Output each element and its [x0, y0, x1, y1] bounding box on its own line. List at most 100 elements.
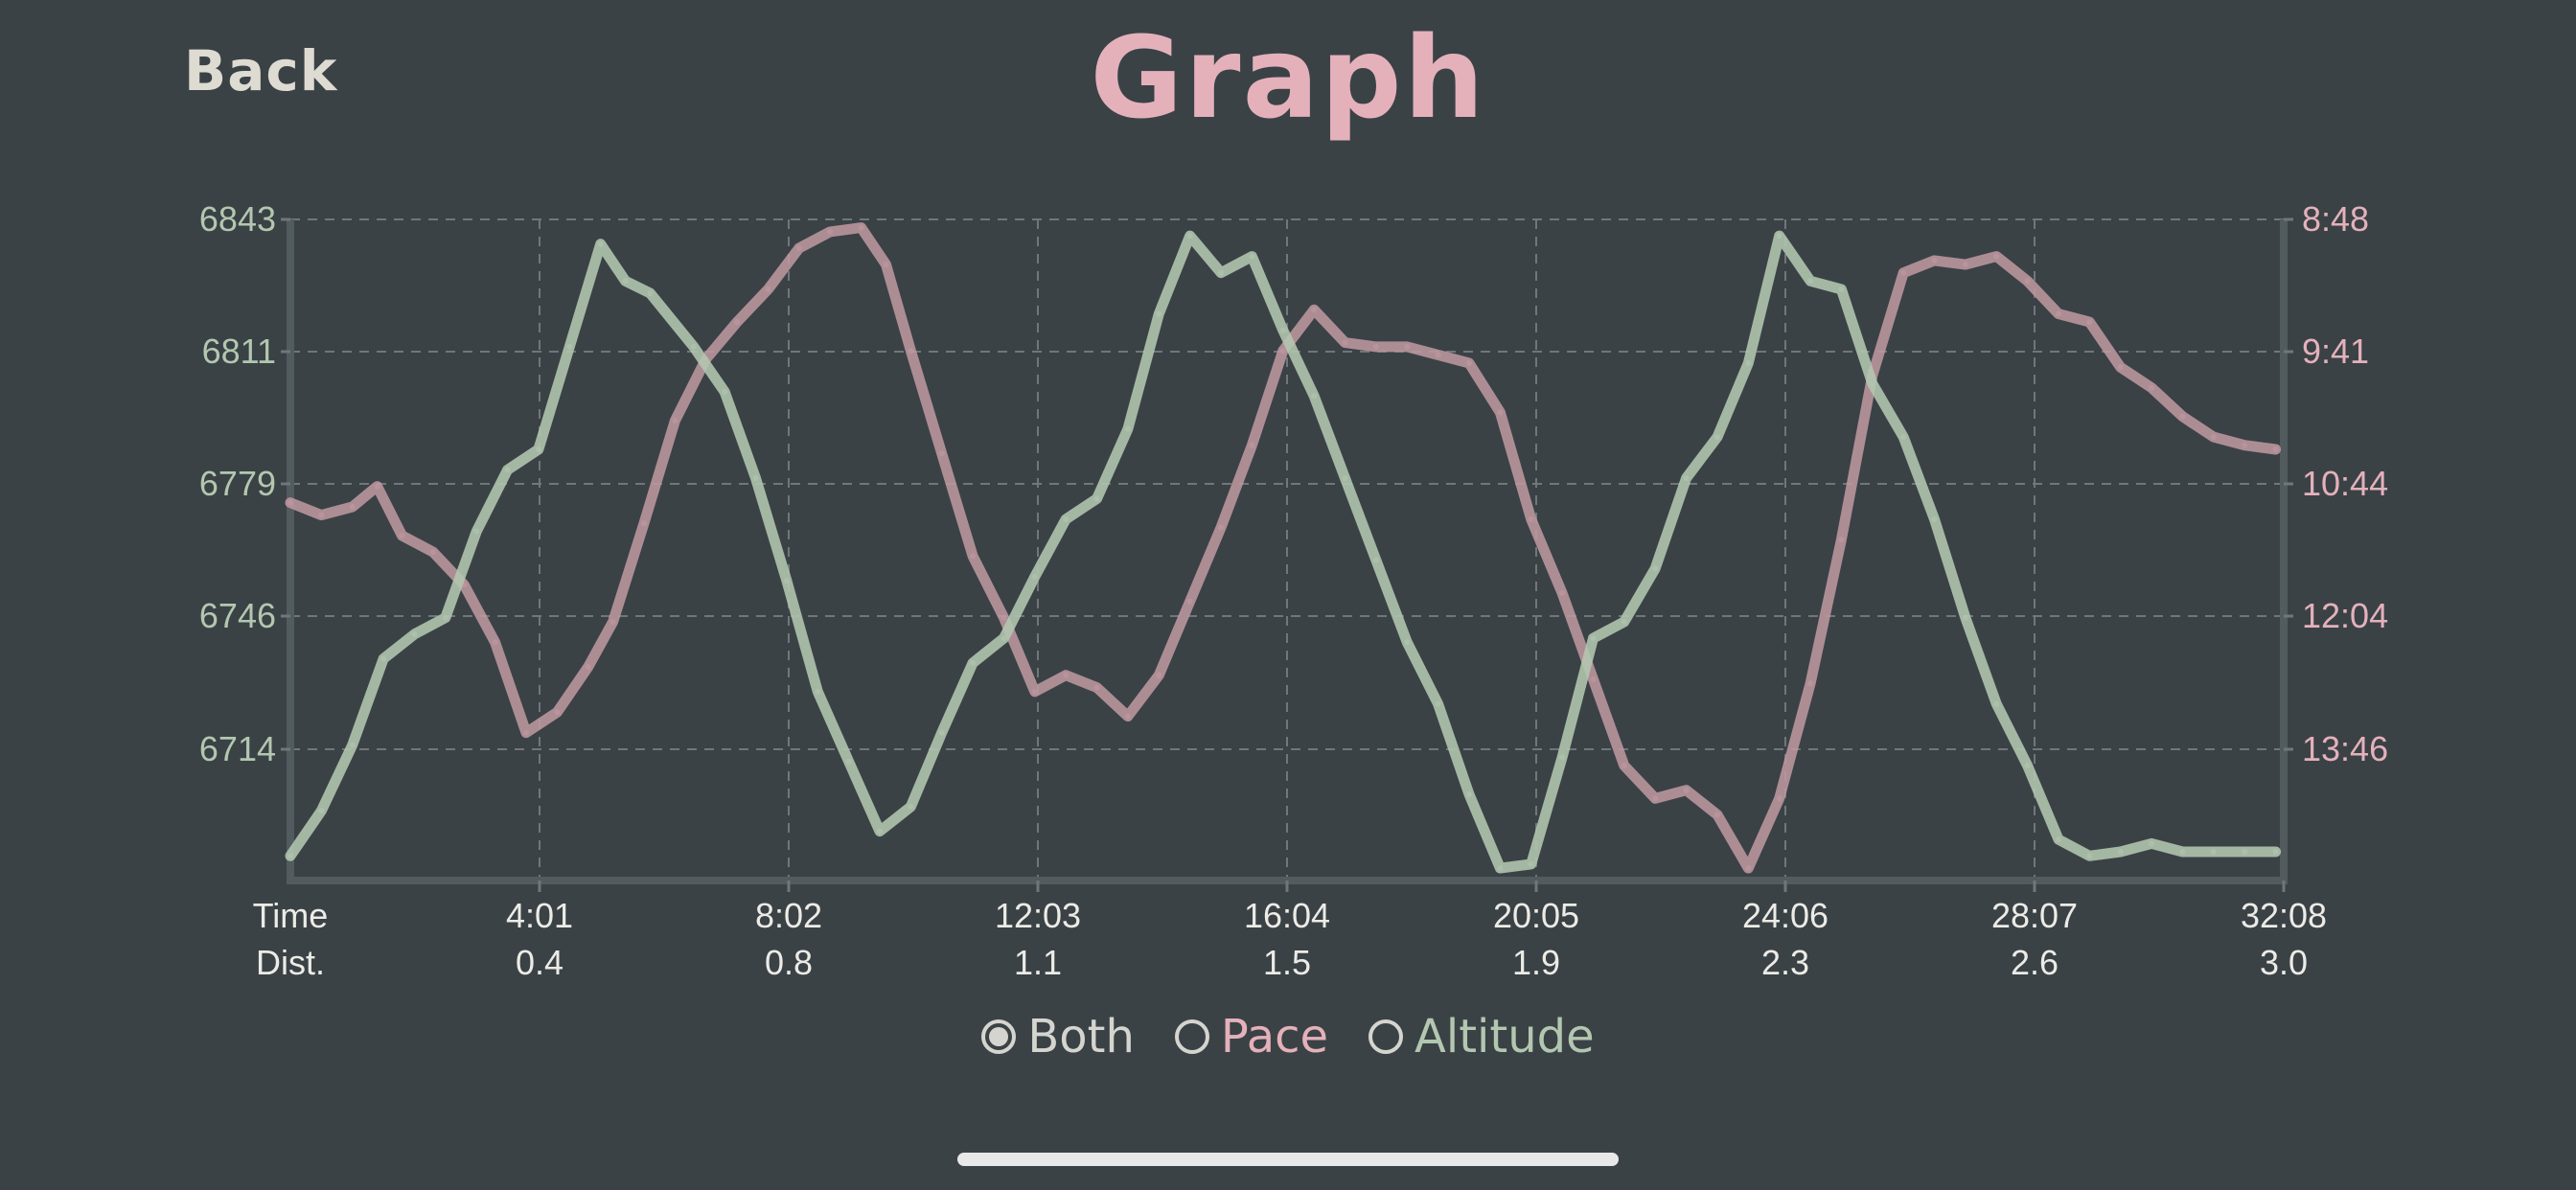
- data-point-altitude: [442, 614, 448, 621]
- x-tick-label-distance: 3.0: [2260, 943, 2308, 982]
- radio-button-altitude[interactable]: [1368, 1019, 1404, 1054]
- data-point-pace: [2179, 413, 2186, 420]
- data-point-altitude: [1372, 557, 1379, 563]
- data-point-pace: [288, 499, 293, 506]
- back-button[interactable]: Back: [184, 38, 338, 103]
- data-point-altitude: [1683, 475, 1690, 481]
- data-point-altitude: [1869, 380, 1875, 387]
- data-point-pace: [1497, 409, 1504, 416]
- data-point-pace: [2210, 434, 2217, 441]
- data-point-pace: [1962, 262, 1968, 268]
- data-point-altitude: [1652, 565, 1659, 572]
- radio-selected-dot: [989, 1027, 1009, 1046]
- y-left-tick-label: 6843: [199, 199, 276, 239]
- data-point-pace: [349, 504, 356, 510]
- y-right-tick-label: 10:44: [2302, 464, 2388, 503]
- data-point-altitude: [877, 828, 883, 835]
- x-tick-label-time: 28:07: [1991, 896, 2078, 935]
- data-point-altitude: [1218, 269, 1225, 276]
- data-point-altitude: [783, 578, 790, 584]
- data-point-pace: [1745, 865, 1752, 872]
- x-tick-label-time: 4:01: [506, 896, 573, 935]
- data-point-pace: [858, 224, 864, 231]
- data-point-altitude: [1528, 860, 1534, 867]
- data-point-altitude: [2086, 853, 2093, 859]
- data-point-pace: [2024, 278, 2031, 285]
- y-left-tick-label: 6779: [199, 464, 276, 503]
- data-point-pace: [1404, 343, 1411, 350]
- data-point-pace: [1156, 672, 1162, 678]
- data-point-altitude: [970, 659, 977, 666]
- data-point-pace: [1186, 598, 1193, 605]
- data-point-altitude: [647, 290, 654, 297]
- data-point-pace: [1807, 680, 1814, 687]
- y-left-tick-label: 6714: [199, 729, 276, 768]
- y-right-tick-label: 12:04: [2302, 596, 2388, 635]
- data-point-pace: [1031, 688, 1038, 695]
- data-point-altitude: [1497, 865, 1504, 872]
- data-point-altitude: [1807, 278, 1814, 285]
- radio-button-pace[interactable]: [1174, 1019, 1209, 1054]
- data-point-altitude: [535, 446, 541, 452]
- data-point-pace: [1372, 343, 1379, 350]
- data-point-pace: [1311, 307, 1318, 313]
- home-indicator[interactable]: [957, 1153, 1619, 1166]
- radio-button-both[interactable]: [981, 1019, 1017, 1054]
- data-point-pace: [883, 262, 889, 268]
- data-point-altitude: [908, 803, 914, 810]
- data-point-altitude: [752, 475, 759, 481]
- data-point-altitude: [622, 278, 629, 285]
- radio-label-both: Both: [1027, 1010, 1135, 1064]
- data-point-altitude: [1776, 233, 1782, 240]
- data-point-pace: [1000, 614, 1007, 621]
- data-point-altitude: [1590, 635, 1597, 642]
- data-point-altitude: [1559, 754, 1566, 761]
- data-point-altitude: [504, 467, 511, 473]
- data-point-altitude: [1279, 327, 1286, 333]
- data-point-pace: [1900, 269, 1907, 276]
- data-point-pace: [1249, 442, 1255, 448]
- radio-option-altitude[interactable]: Altitude: [1368, 1010, 1595, 1064]
- data-point-altitude: [1156, 310, 1162, 317]
- x-tick-label-time: 16:04: [1244, 896, 1330, 935]
- data-point-altitude: [349, 742, 356, 748]
- data-point-pace: [429, 549, 436, 556]
- data-point-altitude: [2024, 763, 2031, 768]
- y-right-tick-label: 9:41: [2302, 332, 2369, 371]
- x-tick-label-time: 12:03: [995, 896, 1081, 935]
- data-point-altitude: [566, 343, 573, 350]
- data-point-altitude: [2179, 849, 2186, 855]
- data-point-pace: [523, 729, 529, 736]
- data-point-pace: [970, 553, 977, 560]
- x-tick-label-distance: 2.6: [2011, 943, 2058, 982]
- data-point-pace: [2056, 310, 2061, 317]
- x-tick-label-distance: 0.4: [516, 943, 564, 982]
- data-point-pace: [765, 286, 771, 292]
- data-point-pace: [1683, 787, 1690, 793]
- radio-option-both[interactable]: Both: [981, 1010, 1135, 1064]
- data-point-altitude: [1063, 515, 1070, 522]
- data-point-altitude: [2149, 840, 2155, 847]
- y-right-tick-label: 13:46: [2302, 729, 2388, 768]
- series-line-pace: [285, 222, 2282, 874]
- data-point-altitude: [690, 343, 697, 350]
- data-point-pace: [827, 228, 834, 235]
- data-point-pace: [1931, 257, 1938, 263]
- data-point-pace: [1218, 524, 1225, 531]
- data-point-pace: [318, 512, 325, 518]
- data-point-pace: [1528, 515, 1534, 522]
- data-point-altitude: [938, 729, 945, 736]
- radio-label-pace: Pace: [1220, 1010, 1329, 1064]
- data-point-pace: [672, 418, 678, 423]
- data-point-altitude: [411, 630, 418, 637]
- data-point-pace: [492, 639, 498, 646]
- data-point-pace: [585, 664, 591, 671]
- data-point-pace: [1279, 348, 1286, 355]
- data-point-altitude: [1962, 614, 1968, 621]
- radio-option-pace[interactable]: Pace: [1174, 1010, 1329, 1064]
- data-point-pace: [2272, 446, 2279, 452]
- data-point-pace: [1714, 812, 1720, 818]
- data-point-altitude: [2272, 849, 2279, 855]
- data-point-altitude: [2210, 849, 2217, 855]
- data-point-altitude: [1993, 700, 2000, 707]
